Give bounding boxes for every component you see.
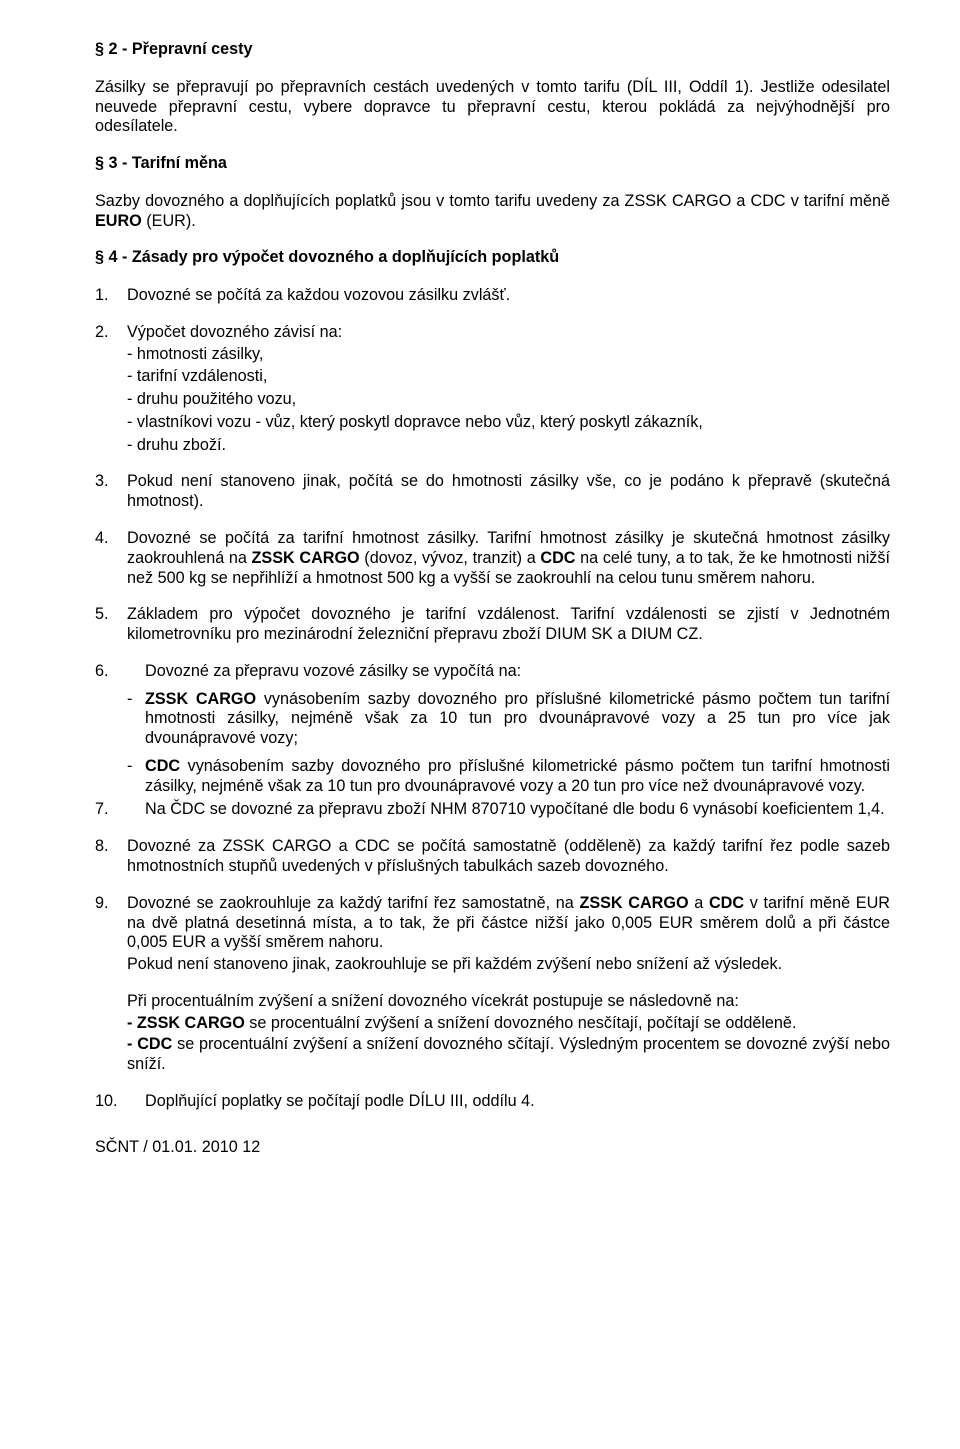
item-number: 6. — [95, 662, 127, 682]
item-4-bold: ZSSK CARGO — [252, 549, 360, 567]
item-9-g: - CDC se procentuální zvýšení a snížení … — [127, 1035, 890, 1075]
item-9-f: - ZSSK CARGO se procentuální zvýšení a s… — [127, 1014, 890, 1034]
item-number: 9. — [95, 894, 127, 953]
item-text: Pokud není stanoveno jinak, počítá se do… — [127, 472, 890, 512]
item-text: CDC vynásobením sazby dovozného pro přís… — [145, 757, 890, 797]
item-number: 3. — [95, 472, 127, 512]
item-8: 8. Dovozné za ZSSK CARGO a CDC se počítá… — [95, 837, 890, 877]
item-6: 6. Dovozné za přepravu vozové zásilky se… — [95, 662, 890, 682]
item-4-bold: CDC — [540, 549, 575, 567]
item-text: Na ČDC se dovozné za přepravu zboží NHM … — [127, 800, 890, 820]
item-3: 3. Pokud není stanoveno jinak, počítá se… — [95, 472, 890, 512]
document-page: § 2 - Přepravní cesty Zásilky se přeprav… — [0, 0, 960, 1449]
item-9-cont: Pokud není stanoveno jinak, zaokrouhluje… — [127, 955, 890, 975]
bullet: - — [127, 690, 145, 749]
item-9-e: Při procentuálním zvýšení a snížení dovo… — [127, 992, 890, 1012]
item-number: 2. — [95, 323, 127, 343]
item-9f-text: se procentuální zvýšení a snížení dovozn… — [245, 1014, 797, 1032]
item-6a-bold: ZSSK CARGO — [145, 690, 256, 708]
section-4-title: § 4 - Zásady pro výpočet dovozného a dop… — [95, 248, 890, 268]
item-number: 7. — [95, 800, 127, 820]
item-number: 4. — [95, 529, 127, 588]
item-text: Dovozné se počítá za každou vozovou zási… — [127, 286, 890, 306]
item-9-bold: ZSSK CARGO — [579, 894, 688, 912]
item-10: 10. Doplňující poplatky se počítají podl… — [95, 1092, 890, 1112]
item-2-sub: - hmotnosti zásilky, — [127, 345, 890, 365]
item-9-text-b: a — [689, 894, 709, 912]
item-2-sub: - druhu použitého vozu, — [127, 390, 890, 410]
item-9g-text: se procentuální zvýšení a snížení dovozn… — [127, 1035, 890, 1073]
item-number: 5. — [95, 605, 127, 645]
page-footer: SČNT / 01.01. 2010 12 — [95, 1138, 890, 1158]
item-6-sub-b: - CDC vynásobením sazby dovozného pro př… — [127, 757, 890, 797]
section-2-title: § 2 - Přepravní cesty — [95, 40, 890, 60]
item-6a-text: vynásobením sazby dovozného pro příslušn… — [145, 690, 890, 748]
item-6b-text: vynásobením sazby dovozného pro příslušn… — [145, 757, 890, 795]
item-text: Dovozné se zaokrouhluje za každý tarifní… — [127, 894, 890, 953]
item-1: 1. Dovozné se počítá za každou vozovou z… — [95, 286, 890, 306]
item-4-text-c: (dovoz, vývoz, tranzit) a — [360, 549, 541, 567]
item-9g-bold: - CDC — [127, 1035, 172, 1053]
item-4: 4. Dovozné se počítá za tarifní hmotnost… — [95, 529, 890, 588]
item-9-bold: CDC — [709, 894, 744, 912]
section-3-paragraph: Sazby dovozného a doplňujících poplatků … — [95, 192, 890, 232]
item-text: Dovozné za ZSSK CARGO a CDC se počítá sa… — [127, 837, 890, 877]
item-9: 9. Dovozné se zaokrouhluje za každý tari… — [95, 894, 890, 953]
item-2: 2. Výpočet dovozného závisí na: — [95, 323, 890, 343]
item-7: 7. Na ČDC se dovozné za přepravu zboží N… — [95, 800, 890, 820]
item-9f-bold: - ZSSK CARGO — [127, 1014, 245, 1032]
item-9-text-a: Dovozné se zaokrouhluje za každý tarifní… — [127, 894, 579, 912]
item-text: Dovozné se počítá za tarifní hmotnost zá… — [127, 529, 890, 588]
item-number: 8. — [95, 837, 127, 877]
item-5: 5. Základem pro výpočet dovozného je tar… — [95, 605, 890, 645]
item-text: Výpočet dovozného závisí na: — [127, 323, 890, 343]
item-text: Dovozné za přepravu vozové zásilky se vy… — [127, 662, 890, 682]
section-3-text-after: (EUR). — [142, 212, 196, 230]
item-2-sub: - vlastníkovi vozu - vůz, který poskytl … — [127, 413, 890, 433]
section-3-title: § 3 - Tarifní měna — [95, 154, 890, 174]
item-6-sub-a: - ZSSK CARGO vynásobením sazby dovozného… — [127, 690, 890, 749]
section-3-text-before: Sazby dovozného a doplňujících poplatků … — [95, 192, 890, 210]
item-2-sub: - druhu zboží. — [127, 436, 890, 456]
item-number: 1. — [95, 286, 127, 306]
item-text: ZSSK CARGO vynásobením sazby dovozného p… — [145, 690, 890, 749]
item-number: 10. — [95, 1092, 127, 1112]
bullet: - — [127, 757, 145, 797]
item-2-sub: - tarifní vzdálenosti, — [127, 367, 890, 387]
section-2-paragraph: Zásilky se přepravují po přepravních ces… — [95, 78, 890, 137]
item-6b-bold: CDC — [145, 757, 180, 775]
item-text: Doplňující poplatky se počítají podle DÍ… — [127, 1092, 890, 1112]
item-text: Základem pro výpočet dovozného je tarifn… — [127, 605, 890, 645]
section-3-bold: EURO — [95, 212, 142, 230]
